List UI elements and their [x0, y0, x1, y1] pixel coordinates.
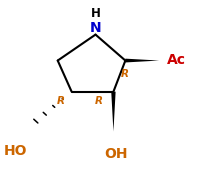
- Text: HO: HO: [4, 144, 28, 157]
- Text: R: R: [95, 96, 102, 106]
- Text: OH: OH: [105, 147, 128, 161]
- Text: R: R: [57, 96, 65, 106]
- Text: H: H: [91, 7, 100, 20]
- Polygon shape: [111, 92, 116, 131]
- Text: N: N: [90, 21, 101, 35]
- Text: Ac: Ac: [167, 53, 186, 67]
- Text: R: R: [120, 69, 128, 79]
- Polygon shape: [125, 59, 159, 62]
